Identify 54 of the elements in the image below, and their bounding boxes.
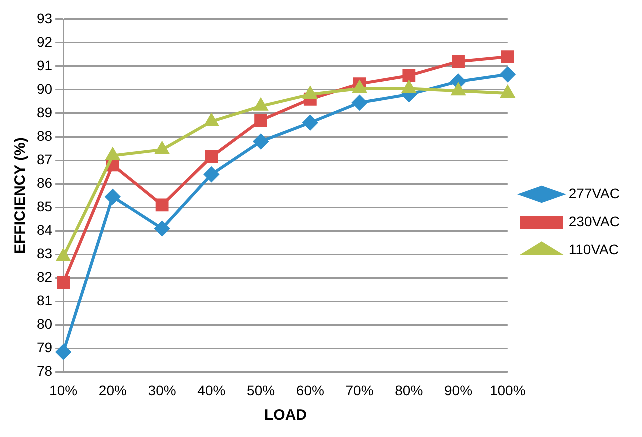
point — [402, 81, 416, 94]
x-tick-label: 90% — [444, 382, 473, 398]
y-tick-label: 79 — [36, 340, 53, 356]
point — [302, 115, 318, 130]
y-axis-title: EFFICIENCY (%) — [12, 138, 30, 254]
y-tick-label: 89 — [36, 104, 53, 120]
point — [501, 86, 515, 98]
point — [452, 84, 466, 96]
y-tick-label: 88 — [36, 128, 53, 144]
x-tick-label: 30% — [148, 382, 176, 398]
x-tick-label: 20% — [98, 382, 127, 398]
y-tick-label: 84 — [36, 222, 53, 238]
y-tick-label: 78 — [36, 363, 53, 380]
x-axis-title: LOAD — [264, 407, 308, 424]
point — [106, 148, 120, 160]
point — [402, 69, 416, 82]
x-tick-label: 60% — [296, 382, 324, 398]
legend-label: 277VAC — [568, 185, 620, 202]
y-tick-label: 83 — [36, 245, 53, 262]
point — [105, 189, 120, 204]
legend-label: 230VAC — [568, 213, 620, 230]
x-tick-label: 70% — [346, 382, 374, 398]
point — [501, 50, 514, 64]
y-tick-label: 92 — [36, 34, 53, 50]
y-tick-label: 80 — [36, 316, 53, 332]
y-tick-label: 81 — [36, 292, 53, 308]
y-tick-label: 90 — [36, 80, 53, 97]
point — [304, 87, 318, 100]
point — [205, 150, 218, 164]
point — [56, 344, 72, 360]
point — [452, 55, 465, 68]
y-tick-label: 93 — [36, 10, 53, 26]
point — [156, 198, 169, 212]
point — [254, 114, 268, 127]
point — [254, 98, 268, 111]
point — [204, 167, 220, 182]
y-tick-label: 87 — [36, 151, 53, 168]
point — [204, 114, 218, 126]
x-tick-label: 10% — [50, 382, 78, 398]
point — [352, 95, 368, 110]
x-tick-label: 40% — [198, 382, 226, 398]
x-tick-label: 50% — [247, 382, 276, 398]
y-tick-label: 91 — [36, 57, 53, 74]
point — [500, 67, 516, 82]
legend-label: 110VAC — [568, 241, 619, 258]
y-tick-label: 86 — [36, 174, 53, 191]
point — [254, 134, 269, 150]
point — [154, 221, 170, 236]
point — [156, 142, 170, 154]
y-tick-label: 82 — [36, 268, 53, 285]
y-tick-label: 85 — [36, 198, 53, 214]
x-tick-label: 80% — [395, 382, 424, 398]
point — [353, 81, 366, 94]
x-tick-label: 100% — [490, 382, 526, 398]
